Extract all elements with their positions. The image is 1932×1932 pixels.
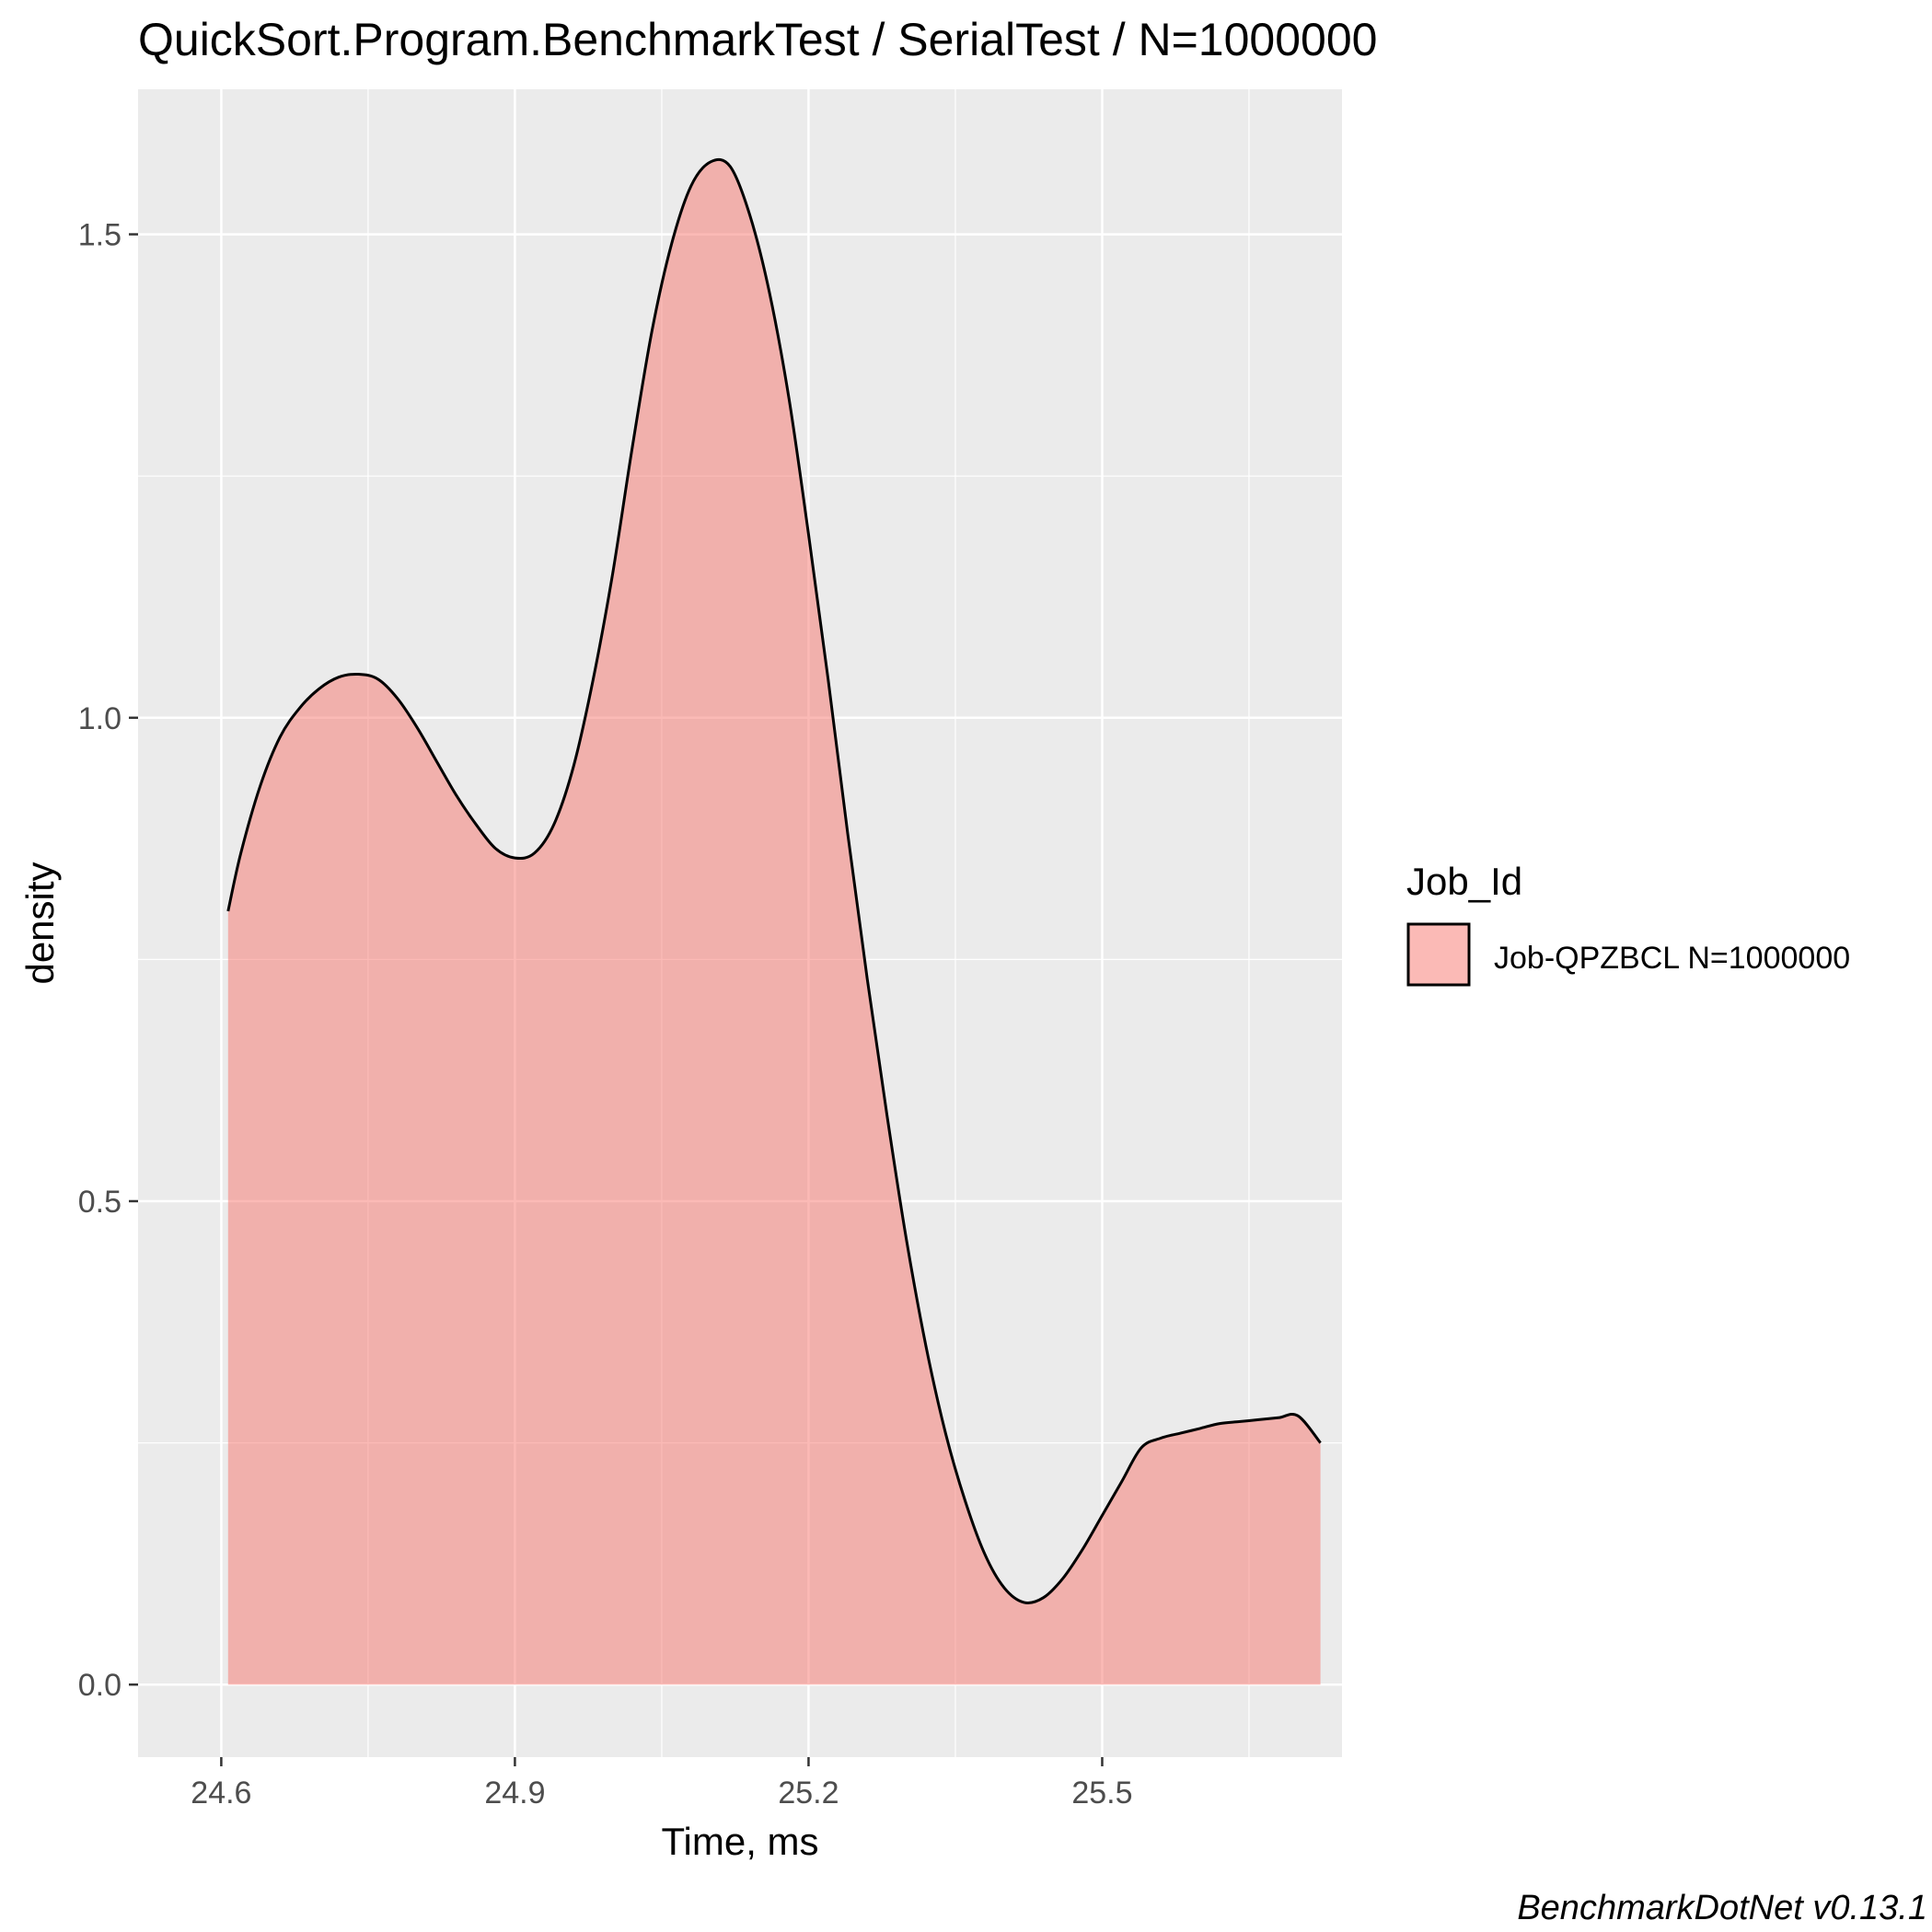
legend-label: Job-QPZBCL N=1000000 — [1494, 941, 1850, 976]
legend: Job_Id Job-QPZBCL N=1000000 — [1406, 860, 1850, 987]
legend-key — [1406, 922, 1471, 987]
y-tick-label: 0.5 — [78, 1185, 121, 1220]
x-tick-label: 25.5 — [1071, 1776, 1132, 1811]
density-area — [227, 159, 1321, 1685]
y-axis: 0.0 0.5 1.0 1.5 — [78, 218, 138, 1703]
y-axis-title: density — [18, 862, 62, 984]
density-curve — [226, 157, 1322, 1604]
chart-title: QuickSort.Program.BenchmarkTest / Serial… — [138, 14, 1377, 65]
legend-title: Job_Id — [1406, 860, 1522, 903]
x-axis-title: Time, ms — [661, 1820, 818, 1863]
y-tick-label: 1.5 — [78, 218, 121, 253]
x-axis: 24.6 24.9 25.2 25.5 — [191, 1757, 1133, 1811]
caption: BenchmarkDotNet v0.13.1 — [1517, 1889, 1927, 1927]
y-tick-label: 0.0 — [78, 1668, 121, 1703]
x-tick-label: 24.9 — [484, 1776, 545, 1811]
x-tick-label: 24.6 — [191, 1776, 251, 1811]
x-tick-label: 25.2 — [778, 1776, 839, 1811]
y-tick-label: 1.0 — [78, 701, 121, 736]
